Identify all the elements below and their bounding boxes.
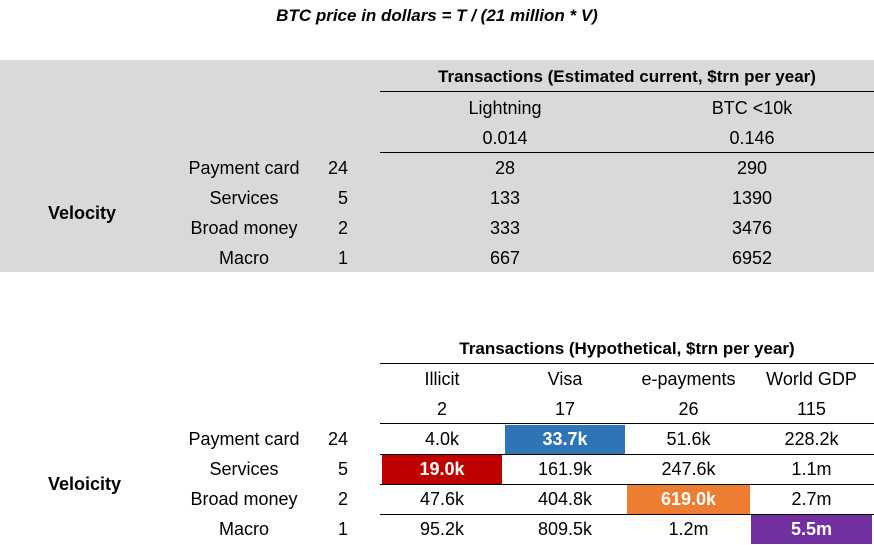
table2-cell: 2.7m <box>791 489 832 509</box>
table2-col-visa: Visa <box>547 369 583 389</box>
table1-cell: 1390 <box>731 188 773 208</box>
table2-row-velocity: 2 <box>337 489 348 509</box>
table2-cell: 809.5k <box>537 519 593 539</box>
table2-column-rule <box>380 423 874 424</box>
table1-cell: 3476 <box>731 218 773 238</box>
table2-row-label: Macro <box>218 519 269 539</box>
table2-grid-line <box>380 484 874 485</box>
table2-cell: 95.2k <box>419 519 465 539</box>
table2-header-rule <box>380 363 874 364</box>
table2-col-visa-value: 17 <box>554 399 576 419</box>
highlight-broad-money-epayments <box>627 485 750 514</box>
table2-col-world-gdp: World GDP <box>766 369 857 389</box>
table1-col-lightning-value: 0.014 <box>482 128 528 148</box>
table1-col-lightning: Lightning <box>468 98 542 118</box>
table1-header: Transactions (Estimated current, $trn pe… <box>438 67 816 86</box>
table2-cell-highlighted: 5.5m <box>790 519 833 539</box>
table1-row-velocity: 1 <box>337 248 348 268</box>
table2-cell: 4.0k <box>424 429 460 449</box>
table2-cell: 228.2k <box>784 429 839 449</box>
table1-velocity-label: Velocity <box>48 203 117 223</box>
table1-cell: 28 <box>494 158 516 178</box>
table2-cell: 404.8k <box>537 489 593 509</box>
table2-cell: 47.6k <box>419 489 465 509</box>
highlight-services-illicit <box>382 455 502 484</box>
table1-column-rule <box>380 152 874 153</box>
table2-row-velocity: 5 <box>337 459 348 479</box>
table2-cell: 1.1m <box>791 459 832 479</box>
highlight-macro-world-gdp <box>751 515 872 544</box>
table2-cell-highlighted: 19.0k <box>419 459 465 479</box>
table2-col-illicit: Illicit <box>424 369 460 389</box>
formula-title: BTC price in dollars = T / (21 million *… <box>276 6 598 25</box>
table1-col-btc10k: BTC <10k <box>711 98 793 118</box>
table1-row-label: Macro <box>218 248 269 268</box>
table1-row-velocity: 24 <box>327 158 348 178</box>
table2-header: Transactions (Hypothetical, $trn per yea… <box>459 339 795 358</box>
table2-cell-highlighted: 619.0k <box>660 489 717 509</box>
table2-grid-line <box>380 514 874 515</box>
table1-row-velocity: 5 <box>337 188 348 208</box>
table2-row-label: Services <box>209 459 279 479</box>
table2-col-epayments-value: 26 <box>678 399 699 419</box>
table2-row-label: Broad money <box>190 489 298 509</box>
table1-background <box>0 60 874 272</box>
table1-cell: 333 <box>489 218 521 238</box>
table2-col-world-gdp-value: 115 <box>797 399 826 419</box>
table1-cell: 133 <box>489 188 521 208</box>
highlight-payment-card-visa <box>505 425 625 454</box>
table1-row-label: Services <box>209 188 279 208</box>
table2-cell: 161.9k <box>537 459 593 479</box>
table1-cell: 290 <box>736 158 768 178</box>
table2-cell: 247.6k <box>661 459 716 479</box>
table1-cell: 667 <box>489 248 521 268</box>
table1-row-velocity: 2 <box>337 218 348 238</box>
table2-col-epayments: e-payments <box>641 369 736 389</box>
table2-row-label: Payment card <box>188 429 300 449</box>
table2-row-velocity: 24 <box>327 429 348 449</box>
table2-row-velocity: 1 <box>337 519 348 539</box>
table1-col-btc10k-value: 0.146 <box>729 128 775 148</box>
table1-header-rule <box>380 91 874 92</box>
table2-grid-line <box>380 454 874 455</box>
table2-cell-highlighted: 33.7k <box>542 429 588 449</box>
table2-col-illicit-value: 2 <box>436 399 447 419</box>
table1-row-label: Payment card <box>188 158 300 178</box>
table2-cell: 51.6k <box>666 429 711 449</box>
table2-velocity-label: Veloicity <box>48 474 122 494</box>
table1-cell: 6952 <box>731 248 773 268</box>
table2-cell: 1.2m <box>668 519 709 539</box>
table1-row-label: Broad money <box>190 218 298 238</box>
